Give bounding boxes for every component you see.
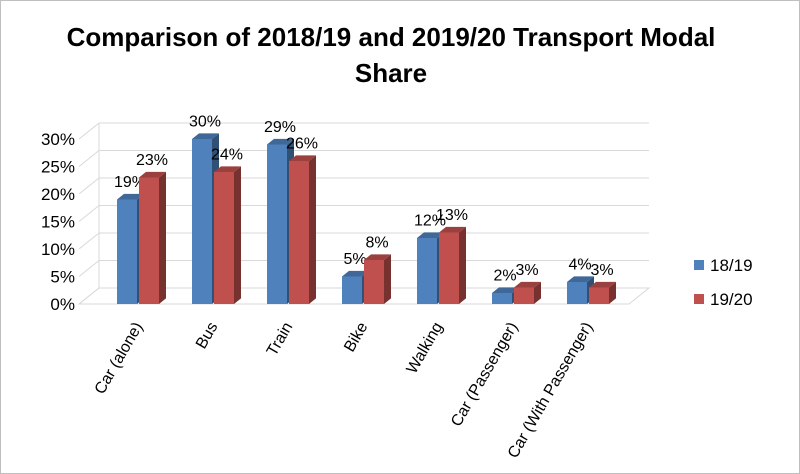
data-label: 5% xyxy=(343,251,366,268)
bar-top xyxy=(492,287,519,293)
data-label: 29% xyxy=(264,119,296,136)
bar-top xyxy=(342,270,369,277)
bar-top xyxy=(417,232,444,238)
bar-top xyxy=(139,171,166,178)
data-label: 2% xyxy=(493,267,516,284)
bar-top xyxy=(117,193,144,200)
data-label: 19% xyxy=(114,174,146,191)
bar-side xyxy=(309,155,316,304)
bar-top xyxy=(439,226,466,233)
bar-top xyxy=(267,138,294,145)
bar-top xyxy=(514,281,541,288)
bar-top xyxy=(214,166,241,172)
bar-side xyxy=(609,281,616,304)
y-tick-label: 0% xyxy=(50,295,75,314)
legend-label: 19/20 xyxy=(710,290,753,309)
bar-side xyxy=(384,254,391,304)
data-label: 3% xyxy=(515,262,538,279)
category-label: Car (Passenger) xyxy=(448,320,521,430)
data-label: 23% xyxy=(136,152,168,169)
bar-top xyxy=(567,276,594,282)
bar-top xyxy=(364,254,391,260)
bar-top xyxy=(289,155,316,161)
bar-18-19-5 xyxy=(492,293,512,304)
data-label: 24% xyxy=(211,146,243,163)
bar-side xyxy=(534,281,541,304)
category-label: Car (With Passenger) xyxy=(505,320,597,462)
data-label: 4% xyxy=(568,256,591,273)
y-tick-label: 30% xyxy=(41,130,75,149)
data-label: 8% xyxy=(365,234,388,251)
y-tick-label: 25% xyxy=(41,158,75,177)
category-label: Car (alone) xyxy=(92,320,147,398)
bar-18-19-0 xyxy=(117,199,137,304)
category-label: Bike xyxy=(341,319,371,355)
gridline-side xyxy=(78,150,100,167)
gridline-side xyxy=(78,260,100,277)
bar-18-19-3 xyxy=(342,276,362,304)
bar-18-19-2 xyxy=(267,144,287,304)
bar-19-20-1 xyxy=(214,172,234,304)
bar-18-19-1 xyxy=(192,139,212,304)
gridline-side xyxy=(78,177,100,195)
bar-19-20-5 xyxy=(514,287,534,304)
chart-title: Comparison of 2018/19 and 2019/20 Transp… xyxy=(66,22,716,88)
category-label: Bus xyxy=(193,320,222,352)
bar-side xyxy=(159,171,166,304)
bar-18-19-6 xyxy=(567,282,587,304)
bar-19-20-4 xyxy=(439,232,459,304)
category-label: Walking xyxy=(404,320,447,377)
bar-19-20-0 xyxy=(139,177,159,304)
y-tick-label: 20% xyxy=(41,185,75,204)
gridline-side xyxy=(78,205,100,222)
data-label: 30% xyxy=(189,113,221,130)
data-label: 12% xyxy=(414,212,446,229)
bar-19-20-3 xyxy=(364,260,384,304)
bar-18-19-4 xyxy=(417,238,437,304)
bar-side xyxy=(459,226,466,304)
data-label: 26% xyxy=(286,135,318,152)
legend-swatch-19-20 xyxy=(694,294,704,304)
bar-side xyxy=(234,166,241,304)
data-label: 3% xyxy=(590,262,613,279)
legend-label: 18/19 xyxy=(710,256,753,275)
legend-swatch-18-19 xyxy=(694,260,704,270)
bar-19-20-6 xyxy=(589,287,609,304)
data-label: 13% xyxy=(436,207,468,224)
y-tick-label: 15% xyxy=(41,213,75,232)
bar-top xyxy=(589,281,616,288)
y-tick-label: 10% xyxy=(41,240,75,259)
category-label: Train xyxy=(264,320,297,360)
bar-19-20-2 xyxy=(289,161,309,304)
y-tick-label: 5% xyxy=(50,268,75,287)
gridline-side xyxy=(78,122,100,140)
gridline-side xyxy=(78,232,100,250)
bar-top xyxy=(192,133,219,139)
